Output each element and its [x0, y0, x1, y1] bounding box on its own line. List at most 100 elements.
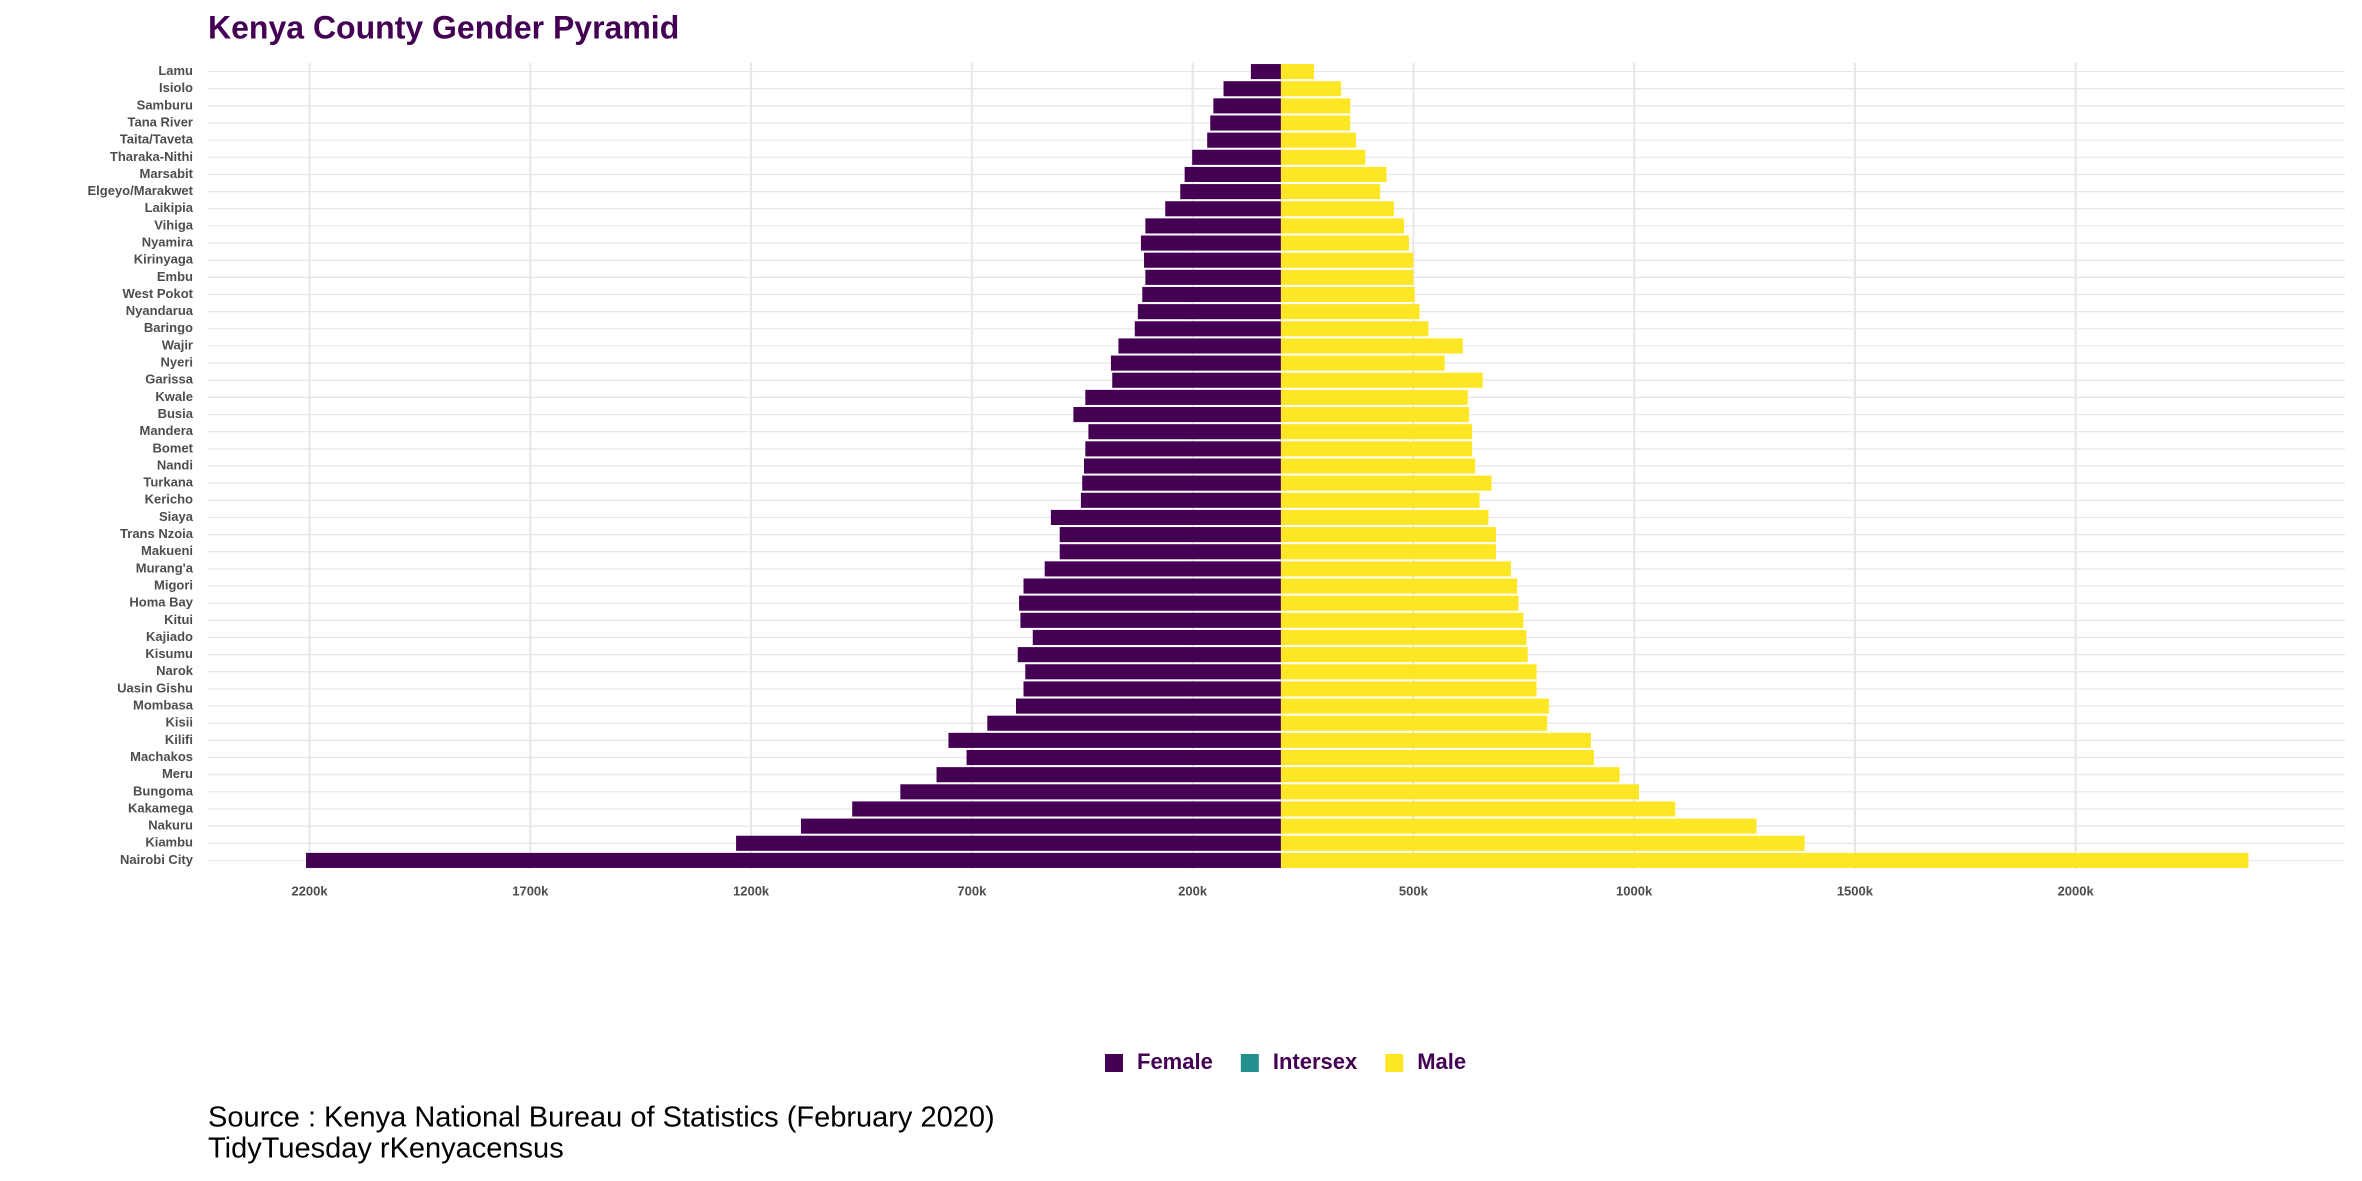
y-tick-label: Samburu: [137, 97, 193, 112]
bar: [1280, 544, 1496, 560]
bar: [1223, 81, 1281, 97]
bar: [1134, 321, 1281, 337]
y-tick-label: Garissa: [145, 372, 193, 387]
bar: [1280, 441, 1473, 457]
bar: [1280, 509, 1489, 525]
y-tick-label: Nyamira: [142, 235, 194, 250]
bar: [1280, 407, 1470, 423]
bar: [852, 801, 1281, 817]
x-tick-label: 500k: [1399, 883, 1429, 898]
y-tick-label: Tharaka-Nithi: [110, 149, 193, 164]
bar: [1280, 835, 1805, 851]
y-tick-label: Homa Bay: [129, 595, 193, 610]
bar: [1280, 64, 1315, 80]
bar: [1280, 578, 1518, 594]
bar: [948, 732, 1281, 748]
y-tick-label: Kitui: [164, 612, 193, 627]
y-tick-label: Baringo: [144, 320, 193, 335]
bar: [1059, 527, 1281, 543]
y-tick-label: Turkana: [143, 475, 193, 490]
bar: [1280, 149, 1366, 165]
bar: [1020, 612, 1281, 628]
legend-label: Intersex: [1273, 1049, 1358, 1074]
y-tick-label: Busia: [158, 406, 194, 421]
y-tick-label: Makueni: [141, 543, 193, 558]
bar: [1280, 389, 1468, 405]
bar: [1280, 201, 1394, 217]
x-tick-label: 1500k: [1837, 883, 1874, 898]
y-tick-label: Nairobi City: [120, 852, 194, 867]
bar: [1059, 544, 1281, 560]
bar: [1142, 286, 1281, 303]
legend-swatch: [1385, 1054, 1404, 1072]
y-tick-label: Kiambu: [145, 835, 193, 850]
y-tick-label: Kwale: [155, 389, 193, 404]
caption: TidyTuesday rKenyacensus: [208, 1133, 564, 1165]
y-tick-label: Mombasa: [133, 698, 194, 713]
y-tick-label: Tana River: [127, 114, 193, 129]
y-tick-label: Nakuru: [148, 818, 193, 833]
bar: [1085, 389, 1281, 405]
bar: [1280, 424, 1473, 440]
y-tick-label: Kilifi: [165, 732, 193, 747]
x-tick-label: 2200k: [291, 883, 328, 898]
y-tick-label: Nyandarua: [126, 303, 194, 318]
bar: [1280, 629, 1527, 646]
bar: [1280, 801, 1676, 817]
bar: [1280, 98, 1351, 114]
bar: [1080, 492, 1281, 508]
y-tick-label: Uasin Gishu: [117, 680, 193, 695]
bar: [900, 784, 1281, 800]
y-tick-label: Trans Nzoia: [120, 526, 194, 541]
bar: [1280, 698, 1549, 714]
x-tick-label: 1200k: [733, 883, 770, 898]
chart-title: Kenya County Gender Pyramid: [208, 9, 679, 45]
y-tick-label: Wajir: [162, 337, 193, 352]
caption: Source : Kenya National Bureau of Statis…: [208, 1102, 995, 1134]
y-tick-label: Laikipia: [145, 200, 194, 215]
x-tick-label: 200k: [1178, 883, 1208, 898]
bar: [1184, 166, 1281, 183]
bar: [1032, 629, 1281, 646]
bar: [1280, 321, 1429, 337]
bar: [1015, 698, 1281, 714]
bar: [987, 715, 1281, 731]
bar: [1112, 372, 1281, 388]
bar: [1023, 578, 1281, 594]
bar: [1280, 715, 1548, 731]
x-tick-label: 2000k: [2058, 883, 2095, 898]
bar: [1280, 647, 1528, 663]
y-tick-label: Kirinyaga: [134, 252, 194, 267]
bar: [1280, 818, 1757, 834]
y-tick-label: Nandi: [157, 457, 193, 472]
bar: [1019, 595, 1281, 611]
bar: [1083, 458, 1281, 474]
bar: [1280, 561, 1511, 577]
y-tick-label: Machakos: [130, 749, 193, 764]
bar: [1145, 218, 1281, 234]
bar: [1280, 81, 1341, 97]
y-tick-label: Elgeyo/Marakwet: [88, 183, 194, 198]
y-tick-label: Embu: [157, 269, 193, 284]
bar: [1280, 338, 1463, 354]
bar: [1280, 784, 1640, 800]
bar: [1280, 372, 1483, 388]
bar: [1280, 252, 1414, 268]
bar: [1280, 184, 1381, 200]
bar: [1280, 286, 1415, 303]
bar: [1250, 64, 1281, 80]
bar: [1017, 647, 1281, 663]
x-tick-label: 1000k: [1616, 883, 1653, 898]
y-tick-label: Meru: [162, 766, 193, 781]
bar: [1180, 184, 1281, 200]
bar: [1280, 595, 1519, 611]
bar: [1280, 681, 1537, 697]
bar: [1281, 852, 2249, 868]
x-tick-label: 700k: [957, 883, 987, 898]
bar: [1280, 304, 1420, 320]
bar: [1280, 235, 1409, 251]
bar: [1088, 424, 1281, 440]
y-tick-label: Isiolo: [159, 80, 193, 95]
